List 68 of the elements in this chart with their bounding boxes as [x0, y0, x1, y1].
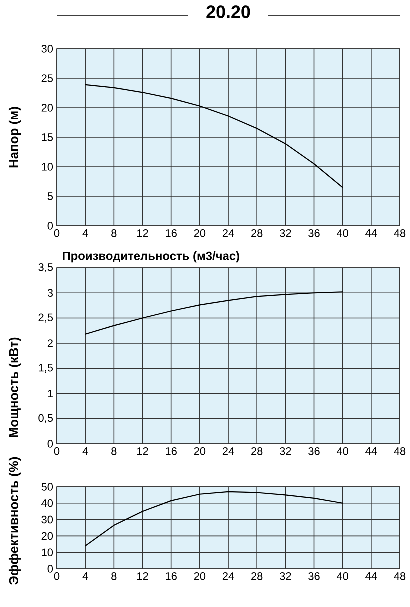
y-axis-title: Эффективность (%): [8, 457, 22, 585]
x-axis-title: Производительность (м3/час): [63, 252, 240, 263]
y-tick-label: 20: [42, 532, 54, 540]
x-tick-label: 44: [366, 448, 378, 456]
x-tick-label: 0: [54, 448, 60, 456]
y-tick-label: 0: [48, 440, 54, 448]
x-tick-label: 48: [394, 230, 406, 238]
y-tick-label: 2,5: [38, 314, 54, 323]
x-tick-label: 28: [252, 448, 263, 456]
y-tick-label: 0,5: [38, 414, 54, 424]
x-tick-label: 8: [112, 572, 117, 580]
line-series: [85, 84, 344, 188]
y-tick-label: 30: [42, 516, 54, 524]
x-tick-label: 20: [194, 448, 206, 456]
y-tick-label: 3: [48, 289, 53, 298]
y-tick-label: 50: [42, 483, 54, 491]
y-tick-label: 1: [48, 390, 53, 398]
line-series: [85, 491, 344, 547]
x-tick-label: 44: [366, 230, 378, 238]
x-tick-label: 20: [194, 572, 206, 580]
x-tick-label: 4: [82, 230, 88, 238]
x-tick-label: 8: [112, 448, 117, 456]
x-tick-label: 12: [137, 230, 148, 238]
x-tick-label: 4: [82, 448, 88, 456]
x-tick-label: 24: [222, 572, 234, 580]
x-tick-label: 36: [308, 448, 320, 456]
y-tick-label: 2: [48, 340, 53, 348]
y-axis-title: Напор (м): [8, 107, 22, 168]
x-tick-label: 28: [252, 572, 263, 580]
x-tick-label: 16: [166, 572, 177, 580]
x-tick-label: 32: [280, 572, 292, 580]
y-tick-label: 0: [48, 565, 54, 573]
x-tick-label: 36: [308, 230, 320, 238]
x-tick-label: 40: [336, 448, 348, 456]
x-tick-label: 12: [137, 448, 148, 456]
chart-title: 20.20: [206, 6, 250, 18]
y-tick-label: 20: [42, 104, 54, 112]
x-tick-label: 20: [194, 230, 206, 238]
x-tick-label: 4: [82, 572, 88, 580]
x-tick-label: 16: [166, 230, 177, 238]
x-tick-label: 48: [394, 572, 406, 580]
y-tick-label: 30: [42, 45, 54, 53]
x-tick-label: 24: [222, 230, 234, 238]
x-tick-label: 0: [54, 230, 60, 238]
y-tick-label: 1,5: [39, 364, 54, 374]
x-tick-label: 12: [137, 572, 148, 580]
x-tick-label: 40: [336, 230, 348, 238]
y-tick-label: 3,5: [38, 263, 54, 273]
x-tick-label: 48: [394, 448, 406, 456]
x-tick-label: 36: [308, 572, 320, 580]
x-tick-label: 40: [336, 572, 348, 580]
y-tick-label: 10: [42, 548, 54, 556]
y-tick-label: 5: [48, 192, 54, 200]
x-tick-label: 32: [280, 230, 292, 238]
x-tick-label: 32: [280, 448, 292, 456]
x-tick-label: 16: [166, 448, 177, 456]
x-tick-label: 8: [112, 230, 117, 238]
y-tick-label: 25: [42, 74, 54, 82]
y-tick-label: 15: [42, 134, 54, 142]
x-tick-label: 44: [366, 572, 378, 580]
y-axis-title: Мощность (кВт): [8, 338, 22, 438]
y-tick-label: 0: [48, 222, 54, 230]
x-tick-label: 0: [54, 572, 60, 580]
x-tick-label: 28: [252, 230, 263, 238]
y-tick-label: 40: [42, 500, 54, 508]
line-series: [85, 292, 344, 335]
x-tick-label: 24: [222, 448, 234, 456]
y-tick-label: 10: [42, 163, 54, 171]
